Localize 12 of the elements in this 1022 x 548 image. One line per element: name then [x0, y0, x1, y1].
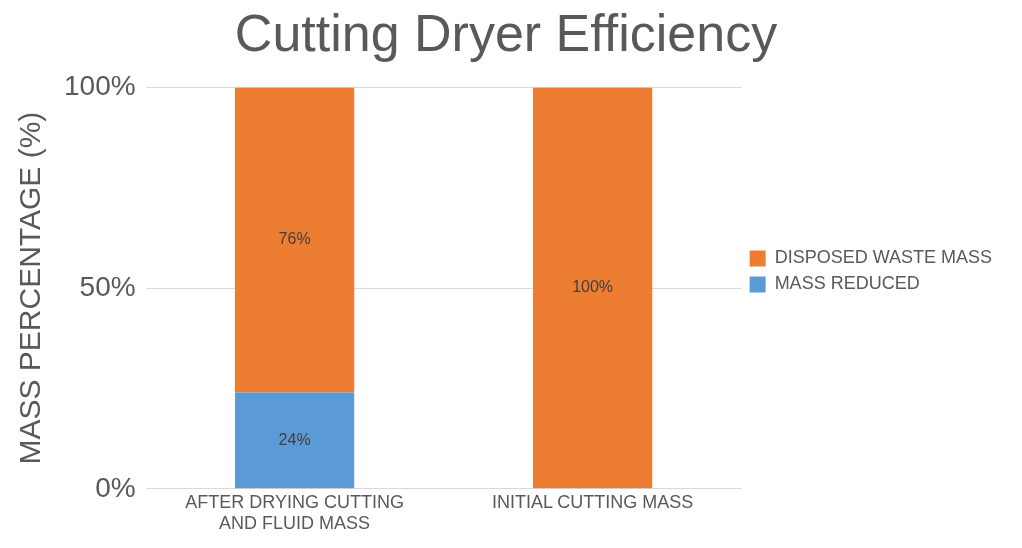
y-axis-title: MASS PERCENTAGE (%): [13, 111, 47, 465]
data-label: 100%: [572, 278, 614, 296]
data-label: 76%: [278, 230, 311, 248]
legend-label: MASS REDUCED: [774, 273, 920, 294]
legend-label: DISPOSED WASTE MASS: [774, 247, 992, 268]
x-tick-label: INITIAL CUTTING MASS: [491, 491, 694, 512]
y-tick-label: 100%: [63, 70, 136, 102]
chart-title: Cutting Dryer Efficiency: [234, 3, 778, 62]
y-tick-label: 50%: [79, 270, 136, 302]
data-label: 24%: [278, 430, 311, 448]
x-tick-label: AFTER DRYING CUTTING AND FLUID MASS: [185, 491, 404, 534]
y-tick-label: 0%: [95, 471, 136, 503]
